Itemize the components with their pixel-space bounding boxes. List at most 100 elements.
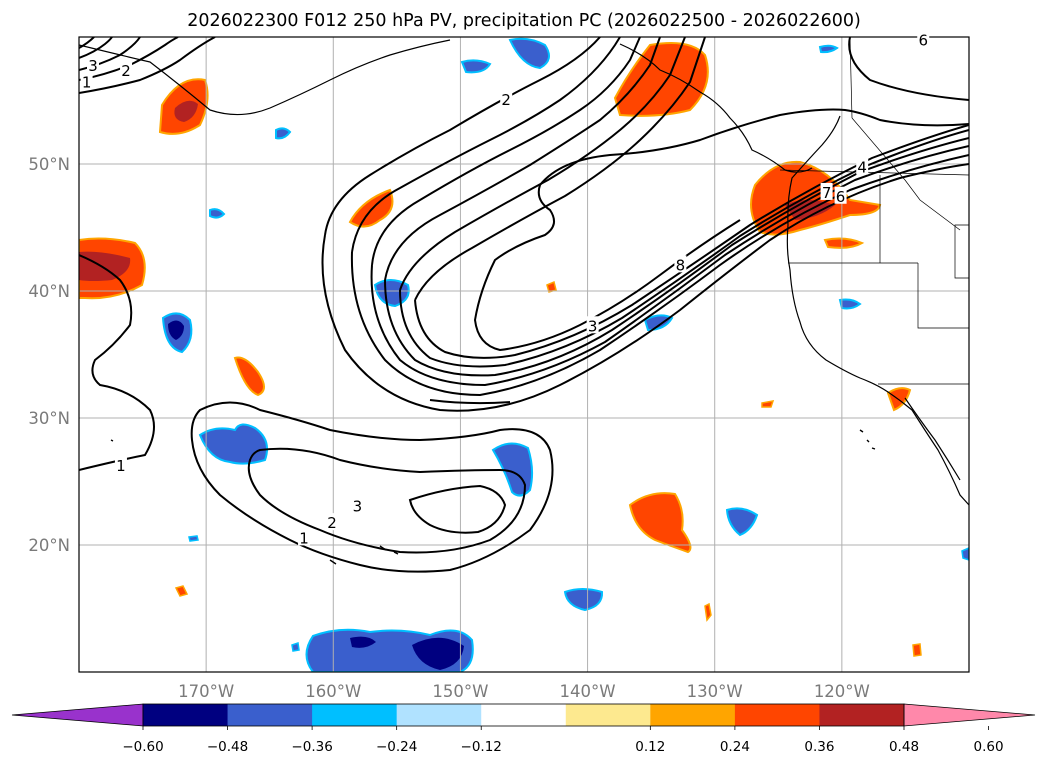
colorbar-segment (481, 704, 567, 726)
precip-area-positive (761, 400, 775, 408)
colorbar-extend-low (11, 703, 144, 727)
longitude-ticks: 170°W 160°W 150°W 140°W 130°W 120°W (178, 682, 870, 701)
pv-contour (399, 37, 686, 291)
precip-area-positive (912, 643, 922, 657)
precip-area-negative (188, 535, 199, 542)
pv-contour (370, 145, 969, 387)
map-background (79, 37, 969, 672)
pv-label-halo (80, 72, 93, 90)
coastline-aleutians (79, 39, 451, 116)
pv-contour-label: 1 (116, 457, 126, 475)
pv-contour (848, 37, 969, 101)
colorbar-tick-label: −0.24 (376, 739, 417, 755)
colorbar-tick-label: −0.36 (291, 739, 332, 755)
pv-contour (321, 163, 969, 412)
precip-area-negative-core (412, 637, 464, 670)
precip-area-positive (823, 237, 865, 249)
precip-area-negative (563, 588, 604, 612)
precip-area-negative (961, 547, 969, 561)
colorbar-extend-high (903, 703, 1036, 727)
pv-label-halo (500, 90, 513, 108)
pv-label-halo (120, 61, 133, 79)
pv-contour (351, 37, 621, 253)
pv-contour-label: 1 (299, 529, 309, 547)
pv-contour (414, 124, 969, 359)
colorbar-tick-label: 0.12 (635, 739, 665, 755)
coastlines (79, 37, 969, 565)
lon-tick-label: 160°W (305, 682, 361, 701)
colorbar-segment (227, 704, 313, 726)
pv-contour (79, 37, 216, 94)
pv-label-halo (298, 528, 311, 546)
colorbar-frame (142, 703, 905, 727)
precip-area-negative (508, 37, 550, 70)
lat-tick-label: 50°N (28, 155, 70, 174)
pv-contour (79, 37, 179, 81)
precip-area-negative (460, 59, 492, 74)
precip-area-negative-core (168, 320, 184, 340)
pv-contour (79, 37, 113, 59)
precip-area-positive-core (79, 251, 131, 281)
latitude-ticks: 20°N 30°N 40°N 50°N (28, 155, 70, 555)
pv-contours (79, 37, 969, 573)
pv-contour-label: 2 (501, 91, 511, 109)
pv-label-halo (351, 496, 364, 514)
precip-area-positive (233, 356, 265, 397)
precip-area-negative (198, 423, 268, 465)
colorbar: −0.60 −0.48 −0.36 −0.24 −0.12 0.12 0.24 0.36 0.4… (11, 703, 1036, 755)
pv-contour-label: 2 (327, 514, 337, 532)
precip-area-negative (491, 442, 534, 497)
pv-contour (371, 37, 641, 266)
pv-contour-label: 4 (857, 159, 867, 177)
pv-label-halo (326, 513, 339, 531)
precip-area-negative-core (350, 636, 376, 648)
island (110, 429, 876, 565)
pv-contour (324, 37, 601, 236)
colorbar-segment (734, 704, 820, 726)
precip-area-positive (546, 280, 557, 293)
pv-contour (79, 254, 155, 471)
pv-label-halo (834, 186, 847, 204)
pv-contour (190, 401, 554, 573)
lat-tick-label: 20°N (28, 536, 70, 555)
pv-contour-label: 7 (822, 184, 832, 202)
pv-contour (429, 399, 511, 405)
coastline-north-america (786, 115, 969, 506)
pv-contour-label: 3 (353, 498, 363, 516)
pv-contour (247, 447, 527, 554)
lon-tick-label: 170°W (178, 682, 234, 701)
colorbar-tick-label: 0.24 (720, 739, 750, 755)
colorbar-segment (565, 704, 651, 726)
precip-area-negative (209, 208, 226, 219)
lon-tick-label: 140°W (560, 682, 616, 701)
pv-label-halo (114, 455, 127, 473)
gridlines (79, 37, 969, 672)
precip-area-positive (704, 602, 712, 622)
lat-tick-label: 30°N (28, 409, 70, 428)
colorbar-segment (312, 704, 398, 726)
border-states (788, 175, 969, 329)
precip-area-negative (725, 507, 759, 537)
pv-contour (79, 37, 95, 49)
pv-label-halo (674, 255, 687, 273)
precip-area-negative (838, 298, 862, 310)
colorbar-tick-label: −0.12 (461, 739, 502, 755)
chart-title: 2026022300 F012 250 hPa PV, precipitatio… (187, 11, 861, 31)
precip-area-negative (818, 44, 839, 54)
pv-contour-label: 6 (918, 32, 928, 50)
pv-label-halo (856, 157, 869, 175)
pv-contour (350, 154, 969, 397)
precip-positive-areas (79, 42, 922, 657)
pv-label-halo (586, 316, 599, 334)
pv-contour-label: 3 (88, 57, 98, 75)
colorbar-segment (143, 704, 229, 726)
colorbar-tick-label: −0.60 (122, 739, 163, 755)
pv-label-halo (820, 182, 833, 200)
lon-tick-label: 120°W (814, 682, 870, 701)
pv-contour (414, 37, 706, 301)
pv-contour-label: 6 (836, 188, 846, 206)
colorbar-tick-label: 0.36 (804, 739, 834, 755)
